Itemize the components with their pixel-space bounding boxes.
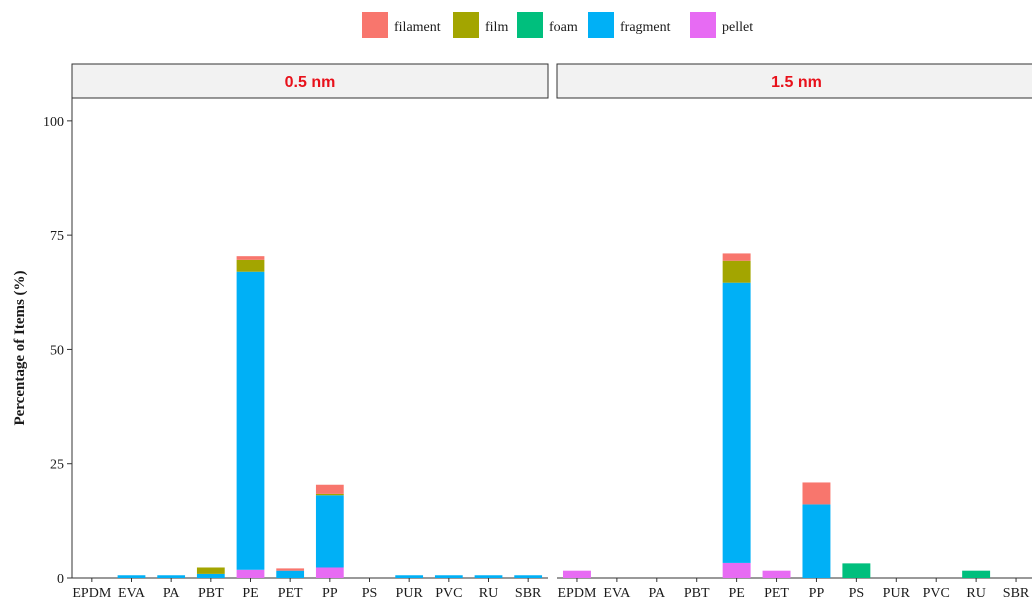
facet-strip-label-1: 0.5 nm [285, 74, 336, 91]
x-tick-label-epdm-2: EPDM [558, 586, 597, 601]
y-axis: 0 25 50 75 100 Percentage of Items (%) [12, 98, 72, 587]
bar-pvc-fragment-panel-1 [435, 575, 463, 578]
facet-panel-2: 1.5 nm EPDM EVA PA PBT PE PET PP PS PUR PVC RU SBR [557, 64, 1032, 601]
bar-pe-pellet-panel-2 [723, 563, 751, 578]
legend-label-fragment: fragment [620, 20, 671, 35]
x-tick-label-pet-2: PET [764, 586, 789, 601]
legend-label-foam: foam [549, 20, 578, 35]
x-tick-label-pvc-1: PVC [435, 586, 462, 601]
bar-pet-pellet-panel-2 [763, 571, 791, 578]
x-tick-label-sbr-2: SBR [1003, 586, 1030, 601]
legend-item-film: film [453, 12, 508, 38]
legend-item-filament: filament [362, 12, 441, 38]
bar-ru-fragment-panel-1 [475, 575, 503, 578]
bar-eva-fragment-panel-1 [118, 575, 146, 578]
x-tick-label-ps-1: PS [362, 586, 378, 601]
x-tick-label-pp-1: PP [322, 586, 338, 601]
x-tick-label-sbr-1: SBR [515, 586, 542, 601]
bar-pbt-fragment-panel-1 [197, 574, 225, 578]
x-tick-label-pa-2: PA [648, 586, 666, 601]
x-tick-label-pe-1: PE [242, 586, 258, 601]
bar-pe-filament-panel-2 [723, 253, 751, 260]
bar-pp-filament-panel-2 [802, 482, 830, 504]
bar-pe-fragment-panel-1 [237, 272, 265, 570]
y-tick-label-50: 50 [50, 343, 64, 358]
x-tick-label-pur-2: PUR [883, 586, 911, 601]
y-tick-label-25: 25 [50, 458, 64, 473]
x-tick-label-eva-1: EVA [118, 586, 146, 601]
x-tick-label-pa-1: PA [163, 586, 181, 601]
x-tick-label-eva-2: EVA [603, 586, 631, 601]
bar-pp-film-panel-1 [316, 494, 344, 495]
facet-strip-label-2: 1.5 nm [771, 74, 822, 91]
x-tick-label-pvc-2: PVC [923, 586, 950, 601]
bar-pe-film-panel-1 [237, 260, 265, 272]
bar-pa-fragment-panel-1 [157, 575, 185, 578]
x-tick-label-pp-2: PP [809, 586, 825, 601]
x-tick-label-pbt-2: PBT [684, 586, 710, 601]
x-tick-label-pur-1: PUR [396, 586, 424, 601]
bar-ps-foam-panel-2 [842, 563, 870, 578]
legend-swatch-fragment [588, 12, 614, 38]
legend-swatch-filament [362, 12, 388, 38]
legend-swatch-foam [517, 12, 543, 38]
bar-pet-filament-panel-1 [276, 568, 304, 570]
legend-item-pellet: pellet [690, 12, 753, 38]
y-tick-label-100: 100 [43, 115, 64, 130]
bar-pe-film-panel-2 [723, 261, 751, 283]
legend-label-filament: filament [394, 20, 441, 35]
legend-label-pellet: pellet [722, 20, 753, 35]
bar-pp-fragment-panel-2 [802, 504, 830, 578]
x-tick-label-ru-1: RU [479, 586, 498, 601]
bar-pet-fragment-panel-1 [276, 571, 304, 578]
legend-swatch-film [453, 12, 479, 38]
bar-pe-fragment-panel-2 [723, 283, 751, 563]
x-tick-label-epdm-1: EPDM [72, 586, 111, 601]
bar-pp-fragment-panel-1 [316, 495, 344, 567]
bar-pe-pellet-panel-1 [237, 570, 265, 578]
legend-item-fragment: fragment [588, 12, 671, 38]
y-tick-label-0: 0 [57, 572, 64, 587]
x-tick-label-ru-2: RU [966, 586, 985, 601]
bar-pp-filament-panel-1 [316, 485, 344, 494]
x-tick-label-pbt-1: PBT [198, 586, 224, 601]
x-tick-label-ps-2: PS [849, 586, 865, 601]
bar-pe-filament-panel-1 [237, 256, 265, 260]
legend: filament film foam fragment pellet [362, 12, 753, 38]
bar-pur-fragment-panel-1 [395, 575, 423, 578]
y-tick-label-75: 75 [50, 229, 64, 244]
x-tick-label-pet-1: PET [278, 586, 303, 601]
bar-pp-pellet-panel-1 [316, 567, 344, 578]
x-tick-label-pe-2: PE [728, 586, 744, 601]
legend-item-foam: foam [517, 12, 578, 38]
y-axis-title: Percentage of Items (%) [12, 270, 28, 425]
bar-epdm-pellet-panel-2 [563, 571, 591, 578]
legend-swatch-pellet [690, 12, 716, 38]
bar-pbt-film-panel-1 [197, 567, 225, 573]
legend-label-film: film [485, 20, 508, 35]
bar-sbr-fragment-panel-1 [514, 575, 542, 578]
bar-ru-foam-panel-2 [962, 571, 990, 578]
facet-panel-1: 0.5 nm EPDM EVA PA PBT PE PET PP PS PUR PVC RU SBR [72, 64, 548, 601]
